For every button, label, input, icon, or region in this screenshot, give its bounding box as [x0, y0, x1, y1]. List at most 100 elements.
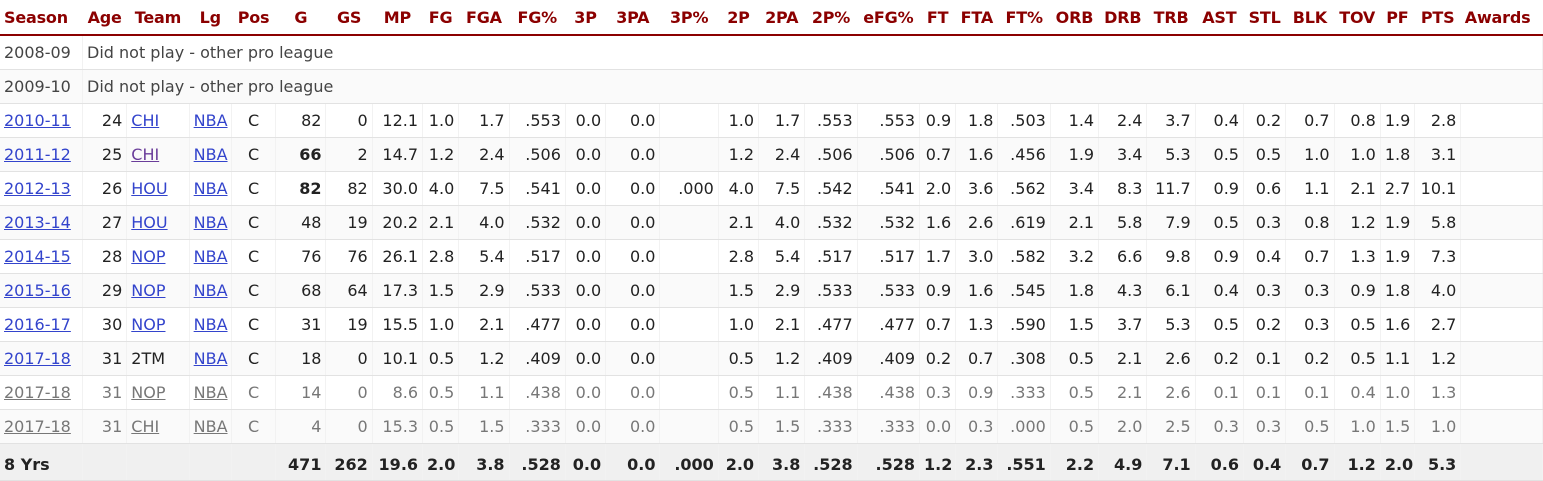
tov-cell: 0.8 [1334, 103, 1381, 138]
g-cell: 31 [275, 307, 327, 342]
efg-pct-cell: .517 [857, 239, 921, 274]
3p-cell: 0.0 [565, 103, 607, 138]
column-header-fg[interactable]: FG [422, 0, 459, 36]
column-header-gs[interactable]: GS [325, 0, 373, 36]
column-header-season[interactable]: Season [0, 0, 83, 36]
stl-cell: 0.4 [1243, 443, 1287, 481]
fta-cell: 1.8 [955, 103, 999, 138]
blk-cell: 1.0 [1285, 137, 1335, 172]
column-header-pf[interactable]: PF [1380, 0, 1415, 36]
tov-cell: 0.4 [1334, 375, 1381, 410]
lg-link[interactable]: NBA [193, 145, 228, 164]
column-header-fta[interactable]: FTA [955, 0, 998, 36]
stl-cell: 0.1 [1243, 341, 1287, 376]
3p-pct-cell: .000 [659, 171, 719, 206]
season-link[interactable]: 2017-18 [4, 417, 71, 436]
column-header-ast[interactable]: AST [1195, 0, 1244, 36]
season-link[interactable]: 2010-11 [4, 111, 71, 130]
column-header-stl[interactable]: STL [1243, 0, 1286, 36]
fta-cell: 2.6 [955, 205, 999, 240]
lg-link[interactable]: NBA [193, 213, 228, 232]
awards-cell [1460, 273, 1543, 308]
age-cell: 31 [82, 375, 128, 410]
fg-cell: 1.0 [422, 103, 460, 138]
gs-cell: 19 [325, 307, 373, 342]
efg-pct-cell: .528 [857, 443, 921, 481]
stl-cell: 0.2 [1243, 307, 1287, 342]
team-link[interactable]: NOP [131, 383, 166, 402]
season-link[interactable]: 2016-17 [4, 315, 71, 334]
column-header-age[interactable]: Age [82, 0, 127, 36]
lg-link[interactable]: NBA [193, 315, 228, 334]
lg-link[interactable]: NBA [193, 383, 228, 402]
3pa-cell: 0.0 [605, 375, 661, 410]
team-link[interactable]: CHI [131, 417, 160, 436]
season-link[interactable]: 2011-12 [4, 145, 71, 164]
column-header-drb[interactable]: DRB [1098, 0, 1147, 36]
column-header-trb[interactable]: TRB [1146, 0, 1196, 36]
column-header-2pa[interactable]: 2PA [758, 0, 805, 36]
lg-link[interactable]: NBA [193, 111, 228, 130]
ft-cell: 0.9 [919, 103, 957, 138]
column-header-3p-pct[interactable]: 3P% [659, 0, 719, 36]
column-header-2p-pct[interactable]: 2P% [804, 0, 858, 36]
season-row: 2012-13 26 HOU NBA C 82 82 30.0 4.0 7.5.541 0.0 0.0… [0, 171, 1543, 206]
stl-cell: 0.1 [1243, 375, 1287, 410]
awards-cell [1460, 307, 1543, 342]
team-cell: 2TM [126, 341, 190, 376]
column-header-awards[interactable]: Awards [1460, 0, 1543, 36]
lg-link[interactable]: NBA [193, 417, 228, 436]
season-link[interactable]: 2013-14 [4, 213, 71, 232]
column-header-mp[interactable]: MP [372, 0, 423, 36]
column-header-lg[interactable]: Lg [189, 0, 232, 36]
column-header-blk[interactable]: BLK [1285, 0, 1335, 36]
drb-cell: 2.1 [1098, 375, 1148, 410]
orb-cell: 0.5 [1050, 409, 1100, 444]
column-header-3p[interactable]: 3P [565, 0, 606, 36]
column-header-efg-pct[interactable]: eFG% [857, 0, 920, 36]
season-link[interactable]: 2015-16 [4, 281, 71, 300]
column-header-pts[interactable]: PTS [1414, 0, 1461, 36]
season-link[interactable]: 2012-13 [4, 179, 71, 198]
2p-pct-cell: .528 [804, 443, 858, 481]
lg-link[interactable]: NBA [193, 281, 228, 300]
team-link[interactable]: CHI [131, 111, 160, 130]
pos-cell: C [231, 171, 277, 206]
gs-cell: 0 [325, 409, 373, 444]
lg-link[interactable]: NBA [193, 349, 228, 368]
column-header-orb[interactable]: ORB [1050, 0, 1099, 36]
lg-link[interactable]: NBA [193, 247, 228, 266]
column-header-tov[interactable]: TOV [1334, 0, 1381, 36]
column-header-pos[interactable]: Pos [231, 0, 276, 36]
team-link[interactable]: NOP [131, 247, 166, 266]
season-link[interactable]: 2017-18 [4, 383, 71, 402]
team-link[interactable]: NOP [131, 315, 166, 334]
column-header-fg-pct[interactable]: FG% [509, 0, 566, 36]
mp-cell: 19.6 [372, 443, 424, 481]
awards-cell [1460, 205, 1543, 240]
column-header-ft-pct[interactable]: FT% [997, 0, 1051, 36]
column-header-3pa[interactable]: 3PA [605, 0, 660, 36]
team-link[interactable]: NOP [131, 281, 166, 300]
3p-cell: 0.0 [565, 137, 607, 172]
season-link[interactable]: 2017-18 [4, 349, 71, 368]
lg-link[interactable]: NBA [193, 179, 228, 198]
fg-cell: 2.1 [422, 205, 460, 240]
fg-pct-cell: .528 [509, 443, 566, 481]
team-link[interactable]: HOU [131, 213, 168, 232]
season-link[interactable]: 2014-15 [4, 247, 71, 266]
column-header-2p[interactable]: 2P [718, 0, 759, 36]
column-header-fga[interactable]: FGA [458, 0, 510, 36]
column-header-team[interactable]: Team [126, 0, 190, 36]
drb-cell: 4.3 [1098, 273, 1148, 308]
gs-cell: 64 [325, 273, 373, 308]
column-header-g[interactable]: G [275, 0, 326, 36]
fg-cell: 4.0 [422, 171, 460, 206]
3p-cell: 0.0 [565, 205, 607, 240]
3p-cell: 0.0 [565, 171, 607, 206]
team-link[interactable]: HOU [131, 179, 168, 198]
fga-cell: 1.5 [458, 409, 510, 444]
column-header-ft[interactable]: FT [919, 0, 956, 36]
season-cell: 2017-18 [0, 409, 83, 444]
team-link[interactable]: CHI [131, 145, 160, 164]
